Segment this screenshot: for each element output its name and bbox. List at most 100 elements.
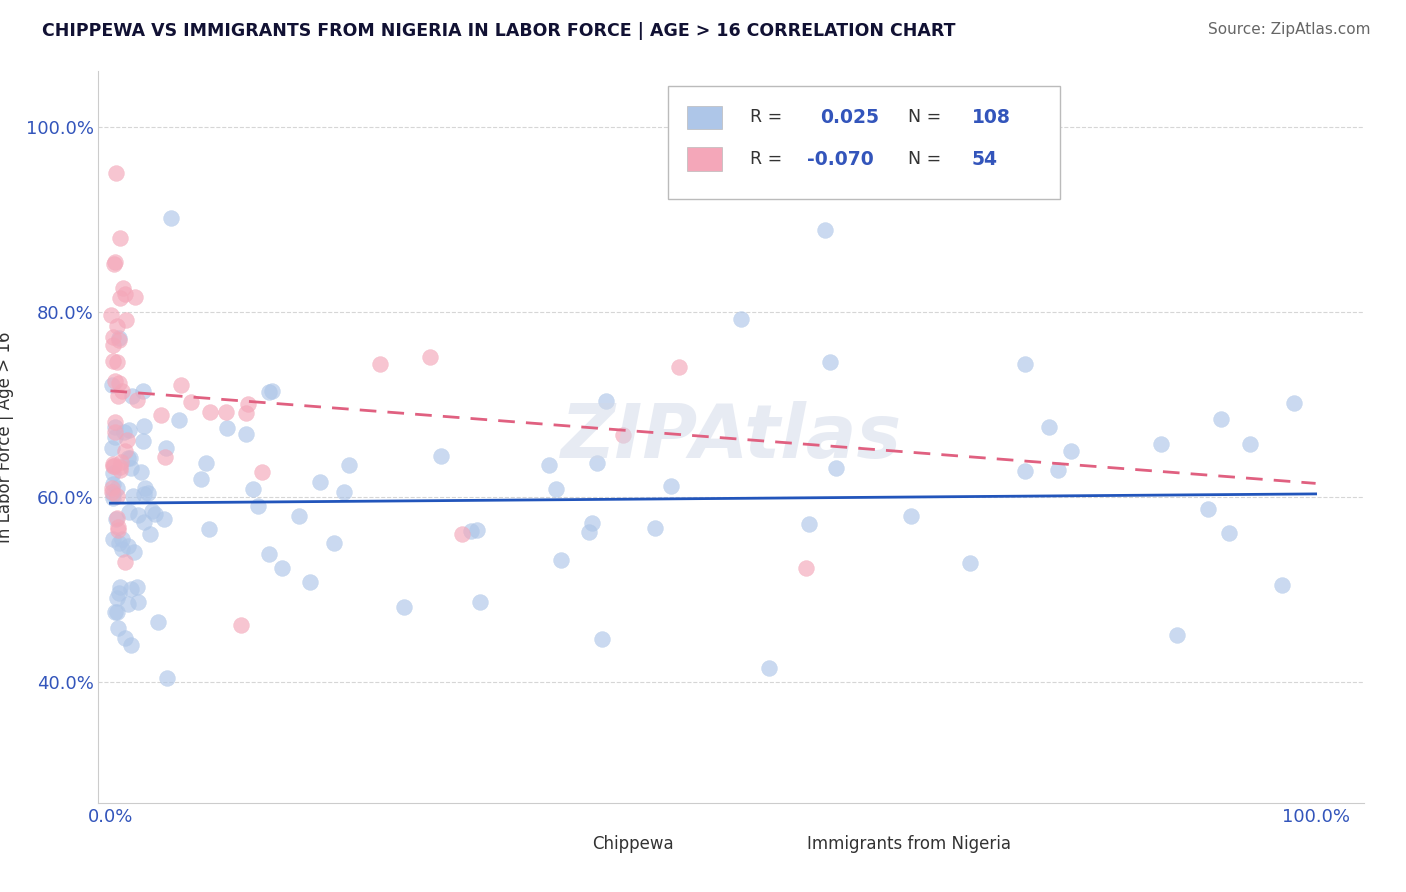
- Point: [107, 621, 129, 635]
- Point: [578, 525, 600, 540]
- Point: [107, 333, 129, 347]
- Point: [1166, 628, 1188, 642]
- Point: [235, 427, 257, 442]
- Point: [591, 632, 613, 646]
- FancyBboxPatch shape: [686, 147, 723, 171]
- Point: [271, 561, 294, 575]
- Point: [101, 458, 124, 473]
- Point: [138, 527, 160, 541]
- Point: [668, 359, 690, 374]
- Point: [104, 430, 127, 444]
- Text: 54: 54: [972, 150, 997, 169]
- Point: [111, 532, 134, 546]
- Point: [465, 523, 488, 537]
- Point: [101, 378, 124, 392]
- Point: [959, 556, 981, 570]
- Point: [236, 397, 259, 411]
- Point: [103, 491, 125, 506]
- Point: [120, 638, 142, 652]
- Point: [143, 508, 166, 522]
- Point: [118, 505, 141, 519]
- Point: [141, 503, 163, 517]
- Point: [900, 509, 922, 524]
- Point: [1038, 420, 1060, 434]
- Point: [538, 458, 561, 472]
- Point: [460, 524, 482, 538]
- Point: [122, 489, 145, 503]
- Point: [122, 545, 145, 559]
- Point: [104, 512, 127, 526]
- Point: [149, 408, 172, 422]
- Point: [368, 357, 391, 371]
- Point: [242, 482, 264, 496]
- Text: ZIPAtlas: ZIPAtlas: [561, 401, 901, 474]
- Text: 0.025: 0.025: [820, 108, 879, 127]
- Point: [247, 499, 270, 513]
- Point: [156, 671, 179, 685]
- FancyBboxPatch shape: [766, 835, 801, 854]
- Point: [111, 542, 134, 557]
- Point: [180, 395, 202, 409]
- Point: [104, 254, 127, 268]
- Point: [105, 591, 128, 606]
- Point: [167, 413, 190, 427]
- Text: 108: 108: [972, 108, 1011, 127]
- Point: [103, 458, 125, 473]
- Point: [114, 312, 136, 326]
- Point: [138, 486, 160, 500]
- Point: [450, 527, 472, 541]
- Point: [1197, 502, 1219, 516]
- Point: [105, 606, 128, 620]
- Point: [114, 555, 136, 569]
- Text: Immigrants from Nigeria: Immigrants from Nigeria: [807, 836, 1011, 854]
- Point: [1284, 395, 1306, 409]
- FancyBboxPatch shape: [668, 86, 1060, 200]
- Point: [114, 443, 136, 458]
- Point: [104, 425, 127, 440]
- Point: [120, 450, 142, 465]
- Point: [107, 519, 129, 533]
- FancyBboxPatch shape: [551, 835, 585, 854]
- Point: [110, 455, 132, 469]
- Point: [288, 509, 311, 524]
- Point: [132, 384, 155, 398]
- Point: [730, 312, 752, 326]
- Point: [108, 460, 131, 475]
- Point: [127, 508, 149, 522]
- Text: N =: N =: [908, 109, 942, 127]
- Point: [250, 465, 273, 479]
- Point: [101, 477, 124, 491]
- Point: [309, 475, 332, 490]
- Point: [124, 289, 146, 303]
- Point: [323, 535, 346, 549]
- Point: [105, 166, 128, 180]
- Point: [101, 484, 124, 499]
- Point: [117, 450, 139, 465]
- Point: [160, 211, 183, 226]
- Point: [581, 516, 603, 530]
- Point: [1271, 578, 1294, 592]
- Point: [797, 517, 820, 532]
- Point: [108, 291, 131, 305]
- Point: [108, 231, 131, 245]
- Point: [824, 461, 846, 475]
- Point: [107, 389, 129, 403]
- Point: [155, 441, 177, 455]
- Point: [120, 582, 142, 596]
- Point: [1047, 463, 1070, 477]
- Point: [195, 456, 218, 470]
- Point: [101, 441, 124, 455]
- Point: [190, 472, 212, 486]
- Point: [661, 479, 683, 493]
- Point: [112, 425, 135, 439]
- Point: [1211, 412, 1233, 426]
- Point: [110, 580, 132, 594]
- Point: [131, 434, 153, 448]
- Point: [111, 280, 134, 294]
- Point: [103, 330, 125, 344]
- Point: [550, 553, 572, 567]
- Point: [1014, 464, 1036, 478]
- Point: [198, 405, 221, 419]
- Point: [1218, 525, 1240, 540]
- Text: R =: R =: [751, 109, 782, 127]
